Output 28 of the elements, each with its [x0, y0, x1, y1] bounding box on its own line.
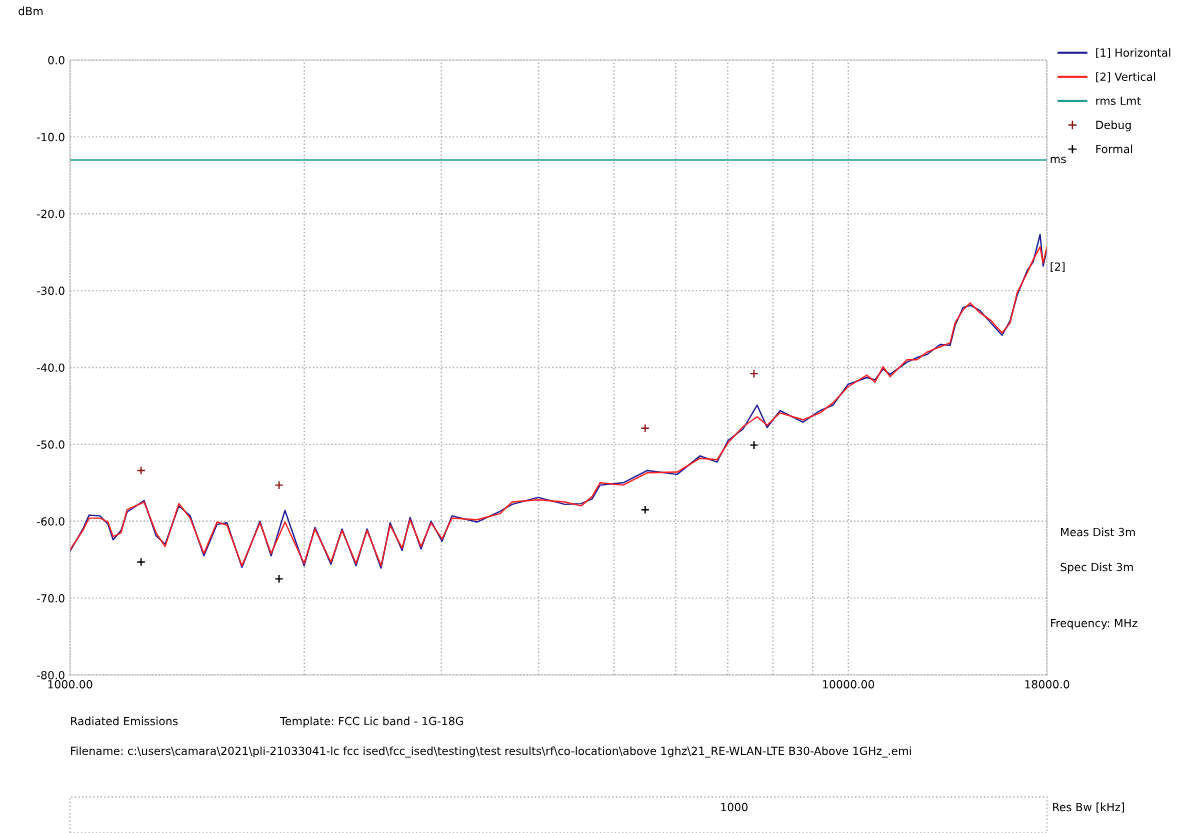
x-tick-label: 10000.00: [823, 680, 875, 689]
y-tick-label: -40.0: [36, 363, 65, 372]
y-tick-label: -30.0: [36, 286, 65, 295]
y-tick-label: -60.0: [36, 517, 65, 526]
text: Meas Dist 3m: [1061, 527, 1135, 537]
annotation: [2]: [1050, 262, 1065, 273]
y-tick-label: -20.0: [36, 209, 65, 219]
y-tick-label: -10.0: [36, 132, 65, 142]
text: Filename: c:\users\camara\2021\pli-21033041-lc fcc ised\fcc_ised\testing\test results\rf\co-location\above 1ghz\21_RE-WLAN-LTE B30-Above 1GHz_.emi: [71, 746, 911, 758]
text: Template: FCC Lic band - 1G-18G: [279, 716, 463, 728]
y-tick-label: -50.0: [36, 440, 65, 449]
text: Frequency: MHz: [1051, 618, 1138, 630]
text: Spec Dist 3m: [1060, 562, 1133, 574]
legend-label: [2] Vertical: [1096, 72, 1156, 83]
legend-label: [1] Horizontal: [1096, 48, 1171, 59]
y-axis-title: dBm: [18, 6, 43, 16]
y-tick-label: 0.0: [48, 55, 65, 65]
y-tick-label: -80.0: [36, 670, 65, 680]
text: Radiated Emissions: [71, 716, 178, 726]
text: Res Bw [kHz]: [1053, 802, 1124, 813]
legend-label: Formal: [1096, 144, 1133, 154]
x-tick-label: 1000.00: [48, 680, 93, 689]
annotation: ms: [1050, 156, 1066, 164]
x-tick-label: 18000.0: [1025, 680, 1070, 689]
y-tick-label: -70.0: [36, 594, 65, 603]
legend-label: Debug: [1096, 120, 1131, 132]
legend-label: rms Lmt: [1096, 96, 1141, 105]
text: 1000: [721, 802, 748, 812]
